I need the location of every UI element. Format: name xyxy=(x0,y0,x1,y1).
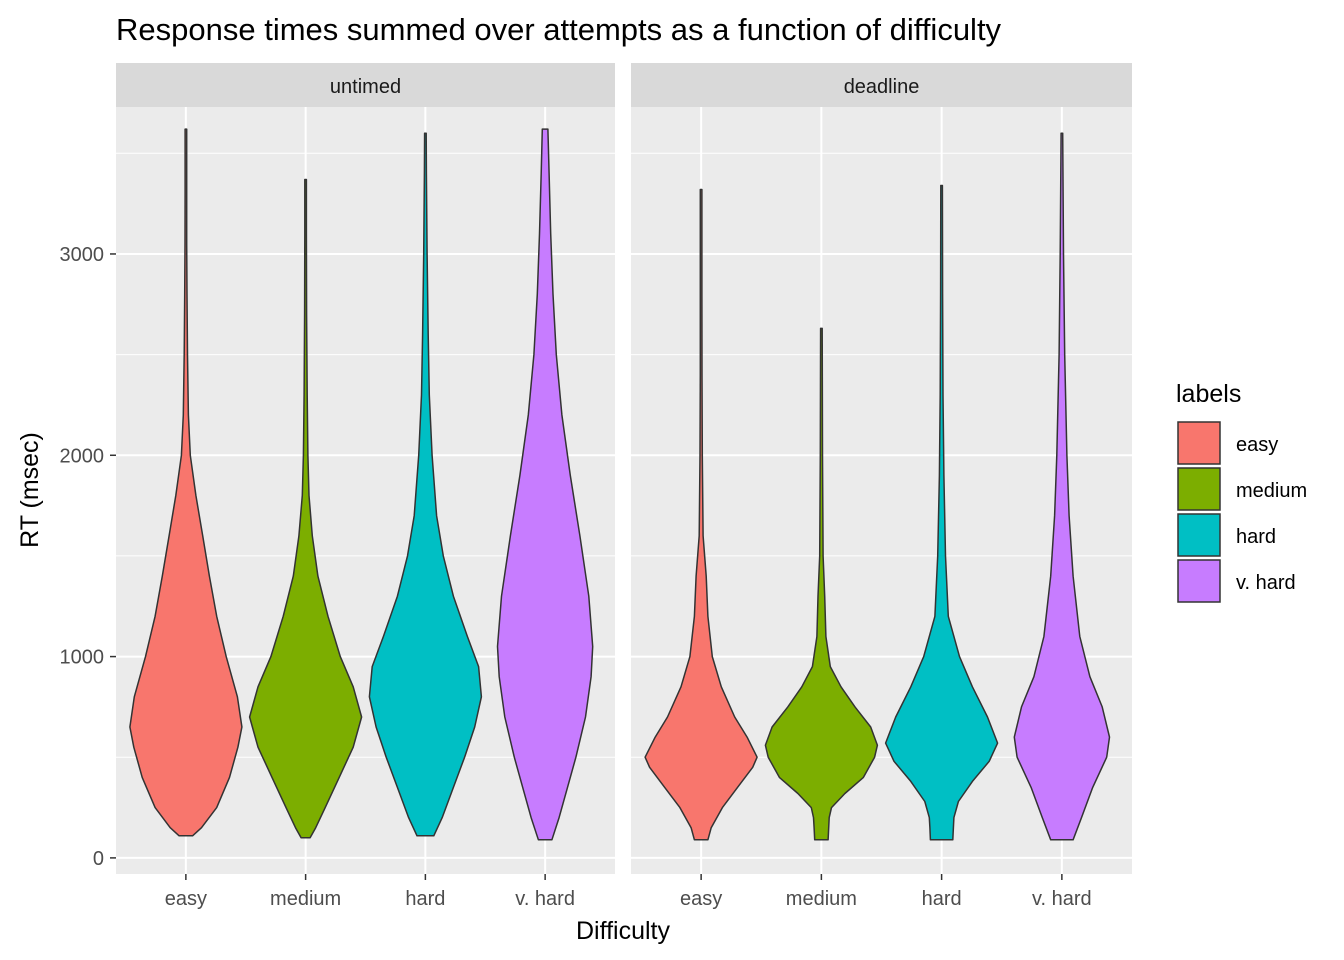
facet-label: deadline xyxy=(844,76,920,98)
violin-untimed-easy xyxy=(129,128,243,837)
legend-key xyxy=(1177,513,1221,557)
violin-deadline-easy xyxy=(644,188,758,841)
x-tick-label: hard xyxy=(405,888,445,910)
legend-key xyxy=(1177,467,1221,511)
violin-deadline-vhard xyxy=(1013,132,1111,841)
legend-label: v. hard xyxy=(1236,572,1296,594)
violin-deadline-medium xyxy=(764,327,879,841)
facet-label: untimed xyxy=(330,76,401,98)
panel-untimed: untimed easy medium hard v. hard xyxy=(116,63,615,910)
x-tick-label: medium xyxy=(786,888,857,910)
x-tick-label: easy xyxy=(680,888,722,910)
y-axis-title: RT (msec) xyxy=(16,432,44,548)
violin-untimed-medium xyxy=(248,178,363,839)
facet-strip xyxy=(631,63,1132,107)
y-tick-label: 1000 xyxy=(60,647,105,669)
panel-deadline: deadline easy medium hard v. hard xyxy=(631,63,1132,910)
legend-label: hard xyxy=(1236,526,1276,548)
violin-deadline-hard xyxy=(884,184,999,841)
legend-title: labels xyxy=(1176,380,1241,408)
facet-strip xyxy=(116,63,615,107)
legend-key xyxy=(1177,559,1221,603)
x-tick-label: v. hard xyxy=(1032,888,1092,910)
legend: labels easy medium hard v. hard xyxy=(1176,380,1307,603)
legend-key xyxy=(1177,421,1221,465)
panels: untimed easy medium hard v. hard deadline easy… xyxy=(116,63,1132,910)
violin-untimed-hard xyxy=(368,132,483,837)
x-axis-title: Difficulty xyxy=(576,917,671,945)
x-tick-label: v. hard xyxy=(515,888,575,910)
x-tick-label: hard xyxy=(922,888,962,910)
y-tick-label: 0 xyxy=(93,848,104,870)
violin-untimed-vhard xyxy=(496,128,594,841)
legend-label: medium xyxy=(1236,480,1307,502)
y-tick-label: 3000 xyxy=(60,244,105,266)
y-tick-label: 2000 xyxy=(60,445,105,467)
legend-label: easy xyxy=(1236,434,1278,456)
x-tick-label: easy xyxy=(165,888,207,910)
x-tick-label: medium xyxy=(270,888,341,910)
chart-title: Response times summed over attempts as a… xyxy=(116,12,1002,47)
y-axis: 0 1000 2000 3000 xyxy=(60,244,116,870)
